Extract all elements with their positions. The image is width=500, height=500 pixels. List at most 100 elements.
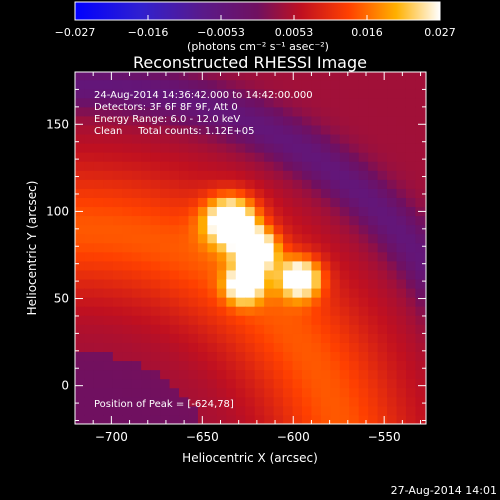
heatmap-cell [405, 206, 416, 217]
heatmap-cell [349, 324, 360, 334]
heatmap-cell [415, 179, 426, 189]
heatmap-cell [387, 115, 398, 126]
heatmap-cell [169, 115, 180, 126]
heatmap-cell [320, 387, 331, 398]
heatmap-cell [84, 106, 95, 117]
heatmap-cell [264, 72, 275, 81]
heatmap-cell [197, 170, 208, 180]
heatmap-cell [226, 396, 237, 407]
heatmap-cell [245, 297, 256, 307]
heatmap-cell [320, 124, 331, 135]
heatmap-cell [273, 260, 284, 271]
heatmap-cell [283, 88, 294, 99]
heatmap-cell [264, 360, 275, 371]
heatmap-cell [368, 161, 379, 171]
heatmap-cell [273, 224, 284, 235]
heatmap-cell [301, 351, 312, 362]
heatmap-cell [330, 242, 341, 253]
heatmap-cell [311, 405, 322, 416]
heatmap-cell [226, 369, 237, 380]
heatmap-cell [415, 188, 426, 198]
heatmap-cell [75, 170, 85, 180]
heatmap-cell [75, 188, 85, 198]
heatmap-cell [396, 143, 407, 153]
heatmap-cell [387, 369, 398, 380]
heatmap-cell [216, 143, 227, 153]
heatmap-cell [330, 387, 341, 398]
heatmap-cell [320, 378, 331, 389]
heatmap-cell [415, 134, 426, 144]
heatmap-cell [122, 188, 133, 198]
heatmap-cell [226, 197, 237, 208]
heatmap-cell [349, 396, 360, 407]
heatmap-cell [103, 197, 114, 208]
heatmap-cell [320, 97, 331, 108]
heatmap-cell [84, 233, 95, 244]
heatmap-cell [339, 288, 350, 298]
heatmap-cell [387, 206, 398, 217]
heatmap-cell [405, 351, 416, 362]
heatmap-cell [179, 251, 189, 262]
x-tick-label: −700 [95, 430, 128, 444]
heatmap-cell [235, 215, 246, 226]
colorbar-tick-label: −0.0053 [197, 26, 245, 39]
heatmap-cell [254, 88, 265, 99]
heatmap-cell [424, 79, 426, 90]
heatmap-cell [320, 405, 331, 416]
heatmap-cell [254, 351, 265, 362]
heatmap-cell [396, 351, 407, 362]
heatmap-cell [273, 251, 284, 262]
heatmap-cell [254, 396, 265, 407]
heatmap-cell [311, 251, 322, 262]
heatmap-cell [112, 387, 123, 398]
heatmap-cell [169, 306, 180, 316]
heatmap-cell [188, 414, 199, 424]
heatmap-cell [358, 206, 369, 217]
heatmap-cell [226, 288, 237, 298]
heatmap-cell [273, 351, 284, 362]
heatmap-cell [207, 79, 218, 90]
heatmap-cell [188, 224, 199, 235]
heatmap-cell [283, 288, 294, 298]
heatmap-cell [197, 360, 208, 371]
colorbar: −0.027 −0.016 −0.0053 0.0053 0.016 0.027 (pho… [55, 1, 456, 53]
heatmap-cell [405, 315, 416, 325]
heatmap-cell [75, 306, 85, 316]
heatmap-cell [216, 342, 227, 353]
heatmap-cell [273, 369, 284, 380]
heatmap-cell [415, 143, 426, 153]
heatmap-cell [301, 279, 312, 289]
heatmap-cell [283, 188, 294, 198]
heatmap-cell [405, 161, 416, 171]
heatmap-cell [169, 414, 180, 424]
heatmap-cell [320, 360, 331, 371]
heatmap-cell [311, 124, 322, 135]
heatmap-cell [424, 197, 426, 208]
heatmap-cell [122, 387, 133, 398]
heatmap-cell [169, 333, 180, 343]
heatmap-cell [415, 88, 426, 99]
heatmap-cell [93, 288, 104, 298]
heatmap-cell [122, 360, 133, 371]
heatmap-cell [387, 288, 398, 298]
heatmap-cell [301, 88, 312, 99]
heatmap-cell [216, 215, 227, 226]
heatmap-cell [339, 324, 350, 334]
heatmap-cell [415, 396, 426, 407]
heatmap-cell [235, 242, 246, 253]
heatmap-cell [405, 115, 416, 126]
heatmap-cell [283, 242, 294, 253]
heatmap-cell [330, 396, 341, 407]
heatmap-cell [216, 134, 227, 144]
heatmap-cell [396, 152, 407, 162]
heatmap-cell [311, 242, 322, 253]
heatmap-cell [254, 288, 265, 298]
heatmap-cell [405, 279, 416, 289]
heatmap-cell [103, 242, 114, 253]
heatmap-cell [169, 188, 180, 198]
heatmap-cell [188, 369, 199, 380]
heatmap-cell [415, 315, 426, 325]
heatmap-cell [387, 197, 398, 208]
colorbar-tick-label: 0.0053 [275, 26, 314, 39]
heatmap-cell [405, 152, 416, 162]
